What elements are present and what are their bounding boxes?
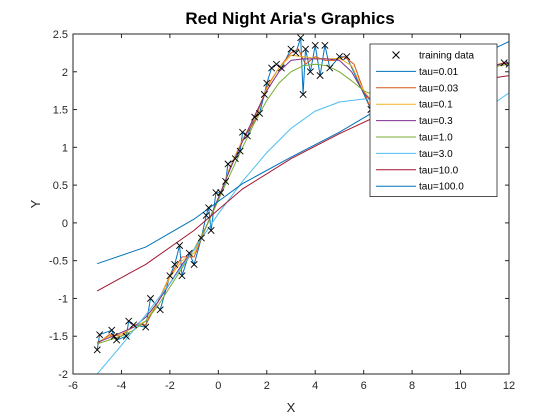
training-point (321, 41, 329, 49)
y-tick-label: 1.5 (53, 105, 68, 117)
training-point (224, 160, 232, 168)
y-tick-label: -1 (58, 293, 68, 305)
training-point (197, 234, 205, 242)
legend-label-7: tau=100.0 (419, 182, 464, 193)
training-point (125, 317, 133, 325)
y-tick-label: 2.5 (53, 29, 68, 41)
y-axis-label: Y (28, 199, 43, 208)
x-tick-label: -2 (165, 380, 175, 392)
x-axis-label: X (287, 400, 296, 415)
legend-label-2: tau=0.1 (419, 100, 453, 111)
training-point (190, 260, 198, 268)
y-tick-label: -1.5 (49, 331, 68, 343)
legend-label-4: tau=1.0 (419, 133, 453, 144)
training-point (236, 147, 244, 155)
y-tick-label: 0.5 (53, 180, 68, 192)
legend-label-0: tau=0.01 (419, 67, 459, 78)
training-point (272, 60, 280, 68)
training-point (231, 155, 239, 163)
training-point (251, 113, 259, 121)
training-point (255, 109, 264, 117)
x-tick-label: 12 (503, 380, 515, 392)
chart-title: Red Night Aria's Graphics (185, 9, 394, 28)
training-point (222, 177, 230, 185)
y-tick-label: 1 (62, 142, 68, 154)
training-point (202, 211, 210, 219)
training-point (142, 323, 150, 331)
training-point (171, 260, 179, 268)
training-point (176, 242, 184, 250)
legend: training data tau=0.01 tau=0.03 tau=0.1 tau=… (369, 43, 498, 198)
x-tick-label: 10 (454, 380, 466, 392)
training-point (205, 204, 213, 212)
training-point (299, 90, 307, 98)
training-points-layer (93, 34, 509, 354)
training-point (130, 321, 138, 329)
training-point (343, 53, 351, 61)
training-point (93, 346, 101, 354)
x-tick-label: 2 (264, 380, 270, 392)
training-point (110, 332, 118, 340)
x-tick-label: 6 (361, 380, 367, 392)
training-point (311, 41, 319, 49)
training-point (292, 49, 300, 57)
training-point (207, 226, 215, 234)
legend-label-6: tau=10.0 (419, 165, 459, 176)
legend-marker-training (392, 51, 400, 59)
legend-label-training: training data (419, 51, 474, 62)
training-point (335, 53, 343, 61)
training-point (306, 68, 314, 76)
training-point (287, 45, 295, 53)
training-point (113, 336, 121, 344)
x-tick-label: 8 (409, 380, 415, 392)
training-point (268, 64, 276, 72)
training-point (277, 64, 285, 72)
axis-ticks: -6 -4 -2 0 2 4 6 8 10 12 -2 -1.5 -1 -0.5 0 0.5 1 1.5 2 2.5 (49, 29, 515, 392)
x-tick-label: 4 (312, 380, 318, 392)
x-tick-label: 0 (215, 380, 221, 392)
y-tick-label: 2 (62, 67, 68, 79)
y-tick-label: 0 (62, 218, 68, 230)
legend-label-5: tau=3.0 (419, 149, 453, 160)
y-tick-label: -2 (58, 369, 68, 381)
x-tick-label: -6 (68, 380, 78, 392)
x-tick-label: -4 (117, 380, 127, 392)
training-point (500, 59, 508, 67)
training-point (297, 34, 305, 42)
plot-frame (72, 33, 510, 375)
legend-label-3: tau=0.3 (419, 116, 453, 127)
training-point (260, 90, 268, 98)
training-point (178, 272, 186, 280)
training-point (146, 294, 155, 302)
training-point (316, 72, 324, 80)
legend-label-1: tau=0.03 (419, 83, 459, 94)
training-point (243, 132, 251, 140)
training-point (156, 306, 164, 314)
training-point (239, 128, 247, 136)
training-point (326, 64, 334, 72)
training-point (122, 332, 130, 340)
training-point (302, 45, 310, 53)
training-point (505, 60, 509, 68)
training-point (96, 331, 104, 339)
training-point (166, 272, 174, 280)
training-point (185, 249, 193, 257)
y-tick-label: -0.5 (49, 256, 68, 268)
training-point (108, 326, 116, 334)
training-point (263, 79, 271, 87)
training-point (217, 189, 225, 197)
